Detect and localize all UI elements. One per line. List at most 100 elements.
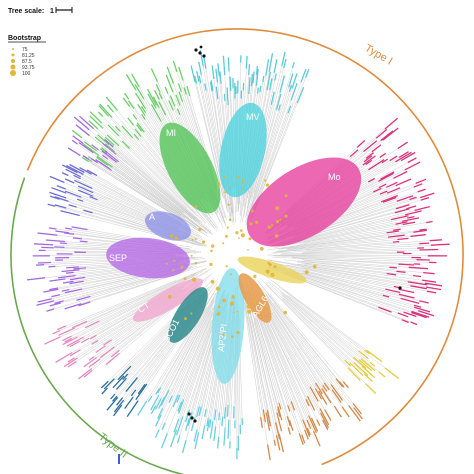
leaf-label-mark [172,394,179,408]
tree-branch [245,68,293,226]
clade-label-mv: MV [246,112,260,122]
tree-branch [267,230,394,251]
tree-branch [279,291,360,360]
leaf-label-mark [41,246,54,249]
tree-branch [261,309,312,419]
tree-branch [65,280,177,327]
leaf-label-mark [46,308,55,312]
leaf-label-mark [365,159,373,166]
leaf-label-mark [344,359,352,367]
leaf-label-mark [333,405,342,418]
bootstrap-node [275,219,280,224]
leaf-label-mark [227,419,230,439]
tree-branch [102,128,188,208]
bootstrap-node [224,191,227,194]
tree-branch [98,149,197,225]
leaf-label-mark [73,267,87,270]
leaf-label-mark [290,82,298,101]
bootstrap-node [198,227,202,232]
leaf-label-mark [268,52,274,73]
leaf-label-mark [407,215,415,219]
leaf-label-mark [177,83,183,93]
leaf-label-mark [410,321,418,326]
leaf-label-mark [72,135,84,145]
leaf-label-mark [218,412,221,421]
leaf-label-mark [396,195,414,202]
bootstrap-node [231,335,234,339]
tree-branch [205,90,231,221]
leaf-label-mark [64,303,82,310]
clade-ellipses: MI MV Mo A SEP CT SCO1 AP3/PI AGL6 [106,102,362,384]
leaf-label-mark [198,61,203,76]
leaf-label-mark [217,63,220,77]
leaf-label-mark [54,246,65,249]
leaf-label-mark [26,277,46,281]
leaf-label-mark [216,436,220,449]
tree-branch [282,221,402,246]
tree-branch [286,264,394,287]
black-markers [118,45,402,464]
tree-branch [306,243,420,251]
leaf-label-mark [136,122,145,133]
leaf-label-mark [137,103,146,116]
tree-branch [267,282,363,367]
leaf-label-mark [68,204,77,208]
leaf-label-mark [378,172,395,182]
bootstrap-node [236,310,239,313]
leaf-label-mark [110,393,116,400]
leaf-label-mark [250,73,254,87]
leaf-label-mark [204,409,207,417]
leaf-label-mark [429,239,442,242]
tree-branch [129,148,206,224]
bootstrap-node [190,254,193,257]
bootstrap-node [283,310,288,315]
leaf-label-mark [103,378,115,390]
leaf-label-mark [150,68,158,82]
leaf-label-mark [382,196,397,203]
tree-branch [303,260,390,268]
leaf-label-mark [64,190,82,198]
leaf-label-mark [392,240,400,243]
bootstrap-node [223,176,226,179]
bootstrap-node [169,234,174,238]
leaf-label-mark [265,412,271,431]
leaf-label-mark [198,75,202,84]
leaf-label-mark [150,394,160,411]
leaf-label-mark [43,288,59,293]
leaf-label-mark [125,73,137,91]
leaf-label-mark [176,435,181,444]
leaf-label-mark [348,405,361,422]
tree-branch [107,158,209,235]
tree-branch [301,262,387,274]
bootstrap-node [265,183,270,187]
bootstrap-node [184,317,187,321]
tree-branch [271,245,431,254]
bootstrap-node [211,244,215,248]
leaf-label-mark [65,227,72,230]
leaf-label-mark [413,183,423,188]
bootstrap-node [247,249,249,251]
bootstrap-node [183,277,187,280]
tree-branch [281,292,362,360]
leaf-label-mark [133,133,140,140]
leaf-label-mark [183,87,187,95]
tree-branch [109,144,195,219]
leaf-label-mark [61,269,80,273]
tree-branch [158,304,216,430]
leaf-label-mark [101,387,108,395]
tree-branch [245,291,276,423]
leaf-label-mark [72,237,83,240]
tree-branch [286,295,371,363]
tree-branch [288,236,411,250]
leaf-label-mark [397,141,408,150]
bootstrap-node [226,226,229,229]
tree-branch [159,307,207,389]
leaf-label-mark [175,416,184,436]
leaf-label-mark [248,77,251,95]
leaf-label-mark [134,84,145,100]
leaf-label-mark [352,403,362,415]
leaf-label-mark [137,400,148,416]
leaf-label-mark [48,227,57,230]
leaf-label-mark [112,404,123,417]
